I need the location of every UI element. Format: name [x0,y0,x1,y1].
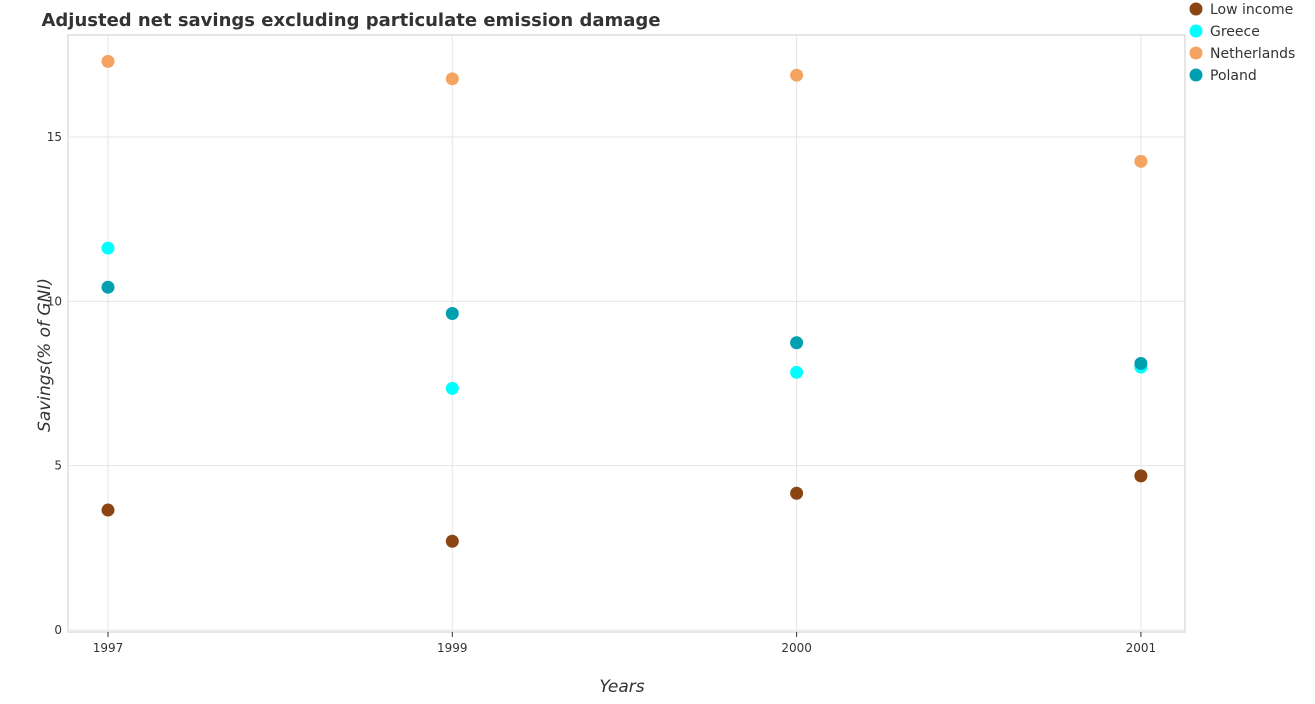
y-tick-label: 15 [47,130,62,144]
y-tick-label: 5 [54,459,62,473]
data-point-netherlands [790,68,804,82]
data-point-greece [445,381,459,395]
data-point-poland [445,306,459,320]
y-tick-label: 0 [54,623,62,637]
chart-title: Adjusted net savings excluding particula… [41,10,660,31]
x-tick-label: 2000 [781,641,812,655]
x-tick-label: 1999 [437,641,468,655]
data-point-netherlands [101,54,115,68]
x-tick-label: 2001 [1126,641,1157,655]
data-point-low-income [101,503,115,517]
y-tick-label: 10 [47,294,62,308]
y-axis-label: Savings(% of GNI) [35,278,55,432]
data-point-low-income [1134,469,1148,483]
x-axis-label: Years [599,677,644,697]
legend-label: Netherlands [1210,46,1295,62]
legend-marker [1189,24,1203,38]
legend: Low income Greece Netherlands Poland [1189,2,1295,84]
data-point-netherlands [445,72,459,86]
data-point-low-income [790,486,804,500]
data-point-poland [1134,356,1148,370]
legend-label: Poland [1210,68,1257,84]
legend-label: Greece [1210,24,1260,40]
data-point-poland [790,336,804,350]
legend-marker [1189,68,1203,82]
plot-frame [67,34,1186,633]
data-point-netherlands [1134,154,1148,168]
legend-marker [1189,46,1203,60]
x-tick-label: 1997 [93,641,124,655]
legend-label: Low income [1210,2,1293,18]
grid-layer [67,34,1186,633]
data-point-poland [101,280,115,294]
data-point-greece [790,365,804,379]
points-layer [101,54,1148,548]
data-point-low-income [445,534,459,548]
data-point-greece [101,241,115,255]
legend-marker [1189,2,1203,16]
axis-layer: 0 5 10 15 1997 1999 2000 2001 [47,130,1156,655]
